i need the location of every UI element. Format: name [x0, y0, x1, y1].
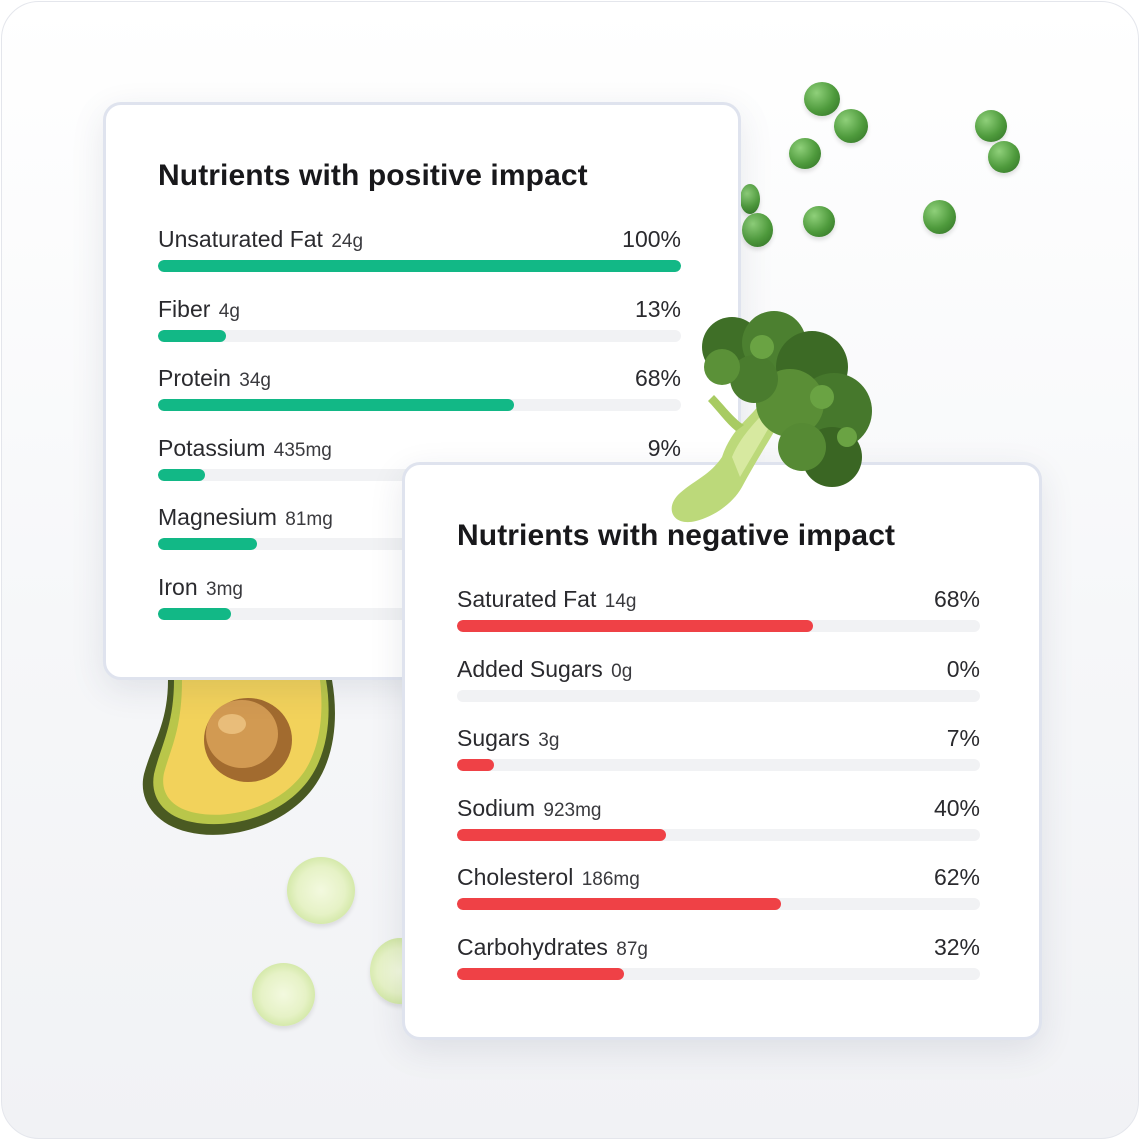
progress-fill — [457, 968, 624, 980]
progress-fill — [457, 620, 813, 632]
nutrient-amount: 81mg — [285, 509, 333, 531]
nutrient-amount: 923mg — [543, 799, 602, 821]
nutrient-label: Iron 3mg — [158, 574, 243, 601]
progress-fill — [158, 468, 205, 481]
nutrient-label: Unsaturated Fat 24g — [158, 226, 363, 253]
positive-card-title: Nutrients with positive impact — [158, 159, 588, 192]
negative-card-title: Nutrients with negative impact — [457, 519, 896, 552]
nutrient-row: Added Sugars 0g 0% — [457, 656, 980, 706]
progress-fill — [457, 759, 494, 772]
progress-fill — [158, 329, 226, 342]
nutrient-label: Fiber 4g — [158, 296, 240, 323]
progress-track — [457, 759, 980, 772]
nutrient-percent: 7% — [946, 725, 980, 752]
nutrient-amount: 24g — [331, 231, 364, 252]
nutrient-amount: 3mg — [206, 579, 243, 600]
avocado-icon — [142, 680, 335, 835]
nutrient-amount: 4g — [218, 300, 240, 322]
negative-impact-card: Nutrients with negative impact Saturated… — [402, 462, 1042, 1040]
nutrient-label: Added Sugars 0g — [457, 656, 632, 683]
progress-fill — [457, 828, 666, 841]
progress-fill — [158, 538, 257, 551]
nutrient-percent: 68% — [634, 365, 681, 392]
nutrient-amount: 87g — [616, 939, 648, 960]
nutrient-amount: 3g — [538, 730, 560, 752]
nutrient-label: Sodium 923mg — [457, 795, 601, 822]
nutrient-percent: 40% — [933, 794, 980, 821]
nutrient-row: Fiber 4g 13% — [158, 296, 681, 346]
broccoli-icon — [671, 311, 872, 523]
nutrient-percent: 0% — [946, 655, 980, 682]
nutrient-percent: 62% — [933, 864, 980, 891]
nutrient-row: Cholesterol 186mg 62% — [457, 864, 980, 914]
progress-track — [457, 898, 980, 911]
nutrient-percent: 68% — [933, 586, 980, 612]
progress-fill — [158, 260, 681, 272]
nutrient-name: Cholesterol — [457, 864, 574, 891]
nutrient-name: Carbohydrates — [457, 934, 608, 960]
progress-track — [457, 689, 980, 702]
nutrient-row: Unsaturated Fat 24g 100% — [158, 226, 681, 276]
nutrient-percent: 9% — [647, 434, 681, 461]
nutrient-row: Carbohydrates 87g 32% — [457, 934, 980, 984]
progress-fill — [457, 898, 781, 911]
nutrient-percent: 32% — [933, 934, 980, 960]
nutrient-name: Magnesium — [158, 504, 277, 531]
nutrient-row: Saturated Fat 14g 68% — [457, 586, 980, 636]
nutrient-label: Cholesterol 186mg — [457, 864, 640, 891]
nutrient-label: Saturated Fat 14g — [457, 586, 636, 613]
progress-track — [457, 968, 980, 980]
progress-track — [457, 828, 980, 841]
nutrient-name: Saturated Fat — [457, 586, 597, 612]
nutrient-label: Potassium 435mg — [158, 435, 332, 462]
nutrient-amount: 14g — [604, 591, 637, 612]
nutrient-label: Magnesium 81mg — [158, 504, 333, 531]
nutrient-label: Protein 34g — [158, 365, 271, 392]
nutrient-name: Fiber — [158, 295, 211, 322]
nutrient-percent: 100% — [622, 226, 681, 252]
nutrient-name: Iron — [158, 574, 198, 600]
nutrient-label: Sugars 3g — [457, 725, 559, 752]
progress-track — [457, 620, 980, 632]
nutrient-label: Carbohydrates 87g — [457, 934, 648, 961]
progress-fill — [158, 399, 514, 412]
progress-track — [158, 260, 681, 272]
progress-track — [158, 399, 681, 412]
nutrient-name: Potassium — [158, 434, 266, 461]
nutrient-name: Unsaturated Fat — [158, 226, 323, 252]
nutrient-name: Sodium — [457, 794, 535, 821]
nutrient-name: Added Sugars — [457, 655, 603, 682]
progress-track — [158, 329, 681, 342]
nutrient-row: Sodium 923mg 40% — [457, 795, 980, 845]
nutrient-amount: 0g — [611, 660, 633, 682]
nutrient-amount: 34g — [239, 370, 271, 392]
nutrient-name: Protein — [158, 365, 231, 392]
nutrient-row: Protein 34g 68% — [158, 365, 681, 415]
nutrient-amount: 186mg — [581, 869, 640, 891]
progress-fill — [158, 608, 231, 620]
nutrient-name: Sugars — [457, 725, 530, 752]
nutrient-row: Sugars 3g 7% — [457, 725, 980, 775]
nutrient-amount: 435mg — [273, 439, 332, 461]
nutrient-percent: 13% — [634, 295, 681, 322]
